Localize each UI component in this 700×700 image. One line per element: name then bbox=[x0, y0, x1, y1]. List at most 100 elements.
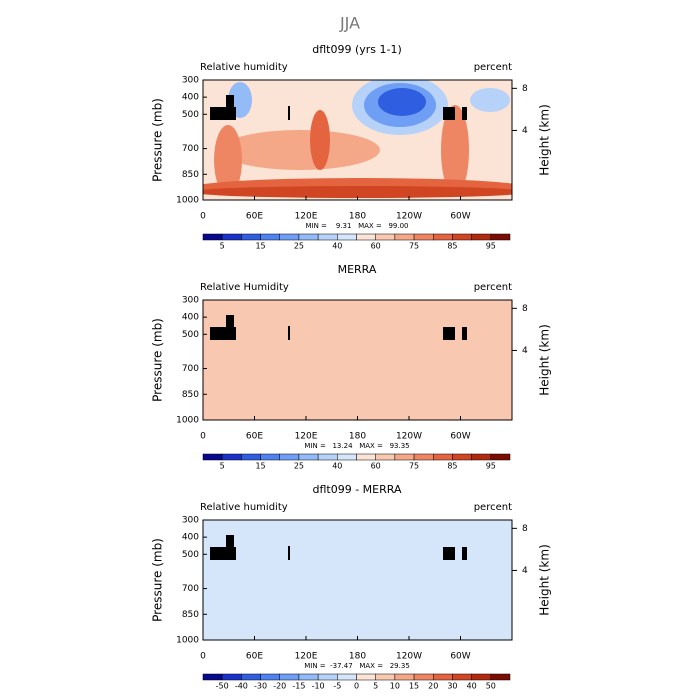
colorbar-box bbox=[260, 453, 280, 461]
field-bg bbox=[203, 300, 512, 420]
colorbar-label: 95 bbox=[486, 462, 496, 471]
x-tick-label: 60E bbox=[246, 432, 263, 442]
colorbar-label: 40 bbox=[332, 462, 342, 471]
colorbar-box bbox=[433, 233, 453, 241]
colorbar-box bbox=[375, 453, 396, 461]
x-tick-label: 60E bbox=[246, 212, 263, 222]
y-tick-label: 1000 bbox=[176, 416, 199, 426]
panel-title: dflt099 - MERRA bbox=[313, 483, 402, 496]
colorbar-box bbox=[471, 673, 492, 681]
colorbar-box bbox=[394, 233, 415, 241]
colorbar-box bbox=[279, 453, 300, 461]
colorbar-label: 85 bbox=[447, 242, 457, 251]
colorbar-box bbox=[375, 233, 396, 241]
colorbar-label: 50 bbox=[486, 682, 496, 691]
colorbar-box bbox=[241, 233, 261, 241]
x-tick-label: 0 bbox=[200, 212, 206, 222]
colorbar-label: 25 bbox=[294, 242, 304, 251]
field-blob bbox=[441, 105, 469, 195]
colorbar-box bbox=[221, 673, 242, 681]
colorbar-label: 75 bbox=[409, 462, 419, 471]
colorbar-box bbox=[260, 233, 280, 241]
terrain bbox=[288, 326, 290, 340]
colorbar-box bbox=[452, 233, 472, 241]
y-tick-label: 400 bbox=[182, 533, 199, 543]
y-tick-label: 1000 bbox=[176, 636, 199, 646]
colorbar-box bbox=[337, 453, 357, 461]
colorbar-box bbox=[471, 233, 492, 241]
colorbar-label: 20 bbox=[428, 682, 438, 691]
terrain bbox=[462, 107, 467, 120]
colorbar-label: 60 bbox=[371, 242, 381, 251]
stats: MIN = 9.31 MAX = 99.00 bbox=[305, 222, 408, 230]
colorbar-box bbox=[413, 673, 434, 681]
x-tick-label: 60W bbox=[450, 432, 470, 442]
colorbar-label: 60 bbox=[371, 462, 381, 471]
field-blob bbox=[220, 130, 380, 170]
x-tick-label: 60W bbox=[450, 652, 470, 662]
colorbar-label: 15 bbox=[409, 682, 419, 691]
y-tick-label: 700 bbox=[182, 584, 199, 594]
y2-axis-label: Height (km) bbox=[538, 104, 552, 175]
x-tick-label: 120W bbox=[396, 652, 422, 662]
colorbar-label: 10 bbox=[390, 682, 400, 691]
stats: MIN = 13.24 MAX = 93.35 bbox=[304, 442, 409, 450]
colorbar-box bbox=[394, 453, 415, 461]
stats: MIN = -37.47 MAX = 29.35 bbox=[304, 662, 410, 670]
colorbar-box bbox=[490, 453, 511, 461]
x-tick-label: 120E bbox=[295, 652, 318, 662]
x-tick-label: 180 bbox=[349, 212, 366, 222]
y2-tick-label: 8 bbox=[522, 304, 528, 314]
colorbar-box bbox=[279, 673, 300, 681]
colorbar-box bbox=[337, 233, 357, 241]
terrain bbox=[462, 547, 467, 560]
left-label: Relative Humidity bbox=[200, 282, 289, 293]
x-tick-label: 0 bbox=[200, 432, 206, 442]
terrain bbox=[443, 547, 455, 560]
colorbar-label: 5 bbox=[373, 682, 378, 691]
colorbar-box bbox=[452, 453, 472, 461]
colorbar-box bbox=[241, 453, 261, 461]
y2-tick-label: 4 bbox=[522, 566, 528, 576]
contour-field bbox=[203, 300, 512, 420]
terrain bbox=[443, 327, 455, 340]
colorbar-box bbox=[356, 453, 376, 461]
terrain bbox=[288, 546, 290, 560]
y-tick-label: 500 bbox=[182, 110, 199, 120]
y2-tick-label: 4 bbox=[522, 126, 528, 136]
x-tick-label: 180 bbox=[349, 652, 366, 662]
x-tick-label: 120E bbox=[295, 212, 318, 222]
colorbar-label: -15 bbox=[292, 682, 305, 691]
panel-title: dflt099 (yrs 1-1) bbox=[312, 43, 402, 56]
x-tick-label: 120W bbox=[396, 212, 422, 222]
colorbar-label: -5 bbox=[333, 682, 341, 691]
field-blob bbox=[214, 125, 242, 195]
left-label: Relative humidity bbox=[200, 62, 288, 73]
colorbar-box bbox=[490, 233, 511, 241]
field-bg bbox=[203, 520, 512, 640]
y-axis-label: Pressure (mb) bbox=[151, 538, 165, 622]
field-blob bbox=[203, 186, 512, 198]
field-blob bbox=[378, 88, 426, 116]
colorbar-label: 30 bbox=[447, 682, 457, 691]
colorbar-label: -40 bbox=[235, 682, 248, 691]
colorbar-box bbox=[317, 453, 338, 461]
colorbar-box bbox=[490, 673, 511, 681]
y2-axis-label: Height (km) bbox=[538, 544, 552, 615]
colorbar-box bbox=[260, 673, 280, 681]
y-tick-label: 500 bbox=[182, 550, 199, 560]
colorbar-label: 5 bbox=[220, 242, 225, 251]
colorbar-box bbox=[317, 673, 338, 681]
colorbar-label: -30 bbox=[254, 682, 267, 691]
colorbar-box bbox=[413, 233, 434, 241]
field-blob bbox=[470, 88, 510, 112]
colorbar-box bbox=[221, 453, 242, 461]
contour-field bbox=[203, 80, 512, 200]
colorbar-label: -10 bbox=[312, 682, 325, 691]
colorbar-box bbox=[433, 453, 453, 461]
y2-tick-label: 8 bbox=[522, 524, 528, 534]
y-tick-label: 1000 bbox=[176, 196, 199, 206]
y-tick-label: 300 bbox=[182, 296, 199, 306]
y2-tick-label: 4 bbox=[522, 346, 528, 356]
panel-title: MERRA bbox=[338, 263, 377, 276]
